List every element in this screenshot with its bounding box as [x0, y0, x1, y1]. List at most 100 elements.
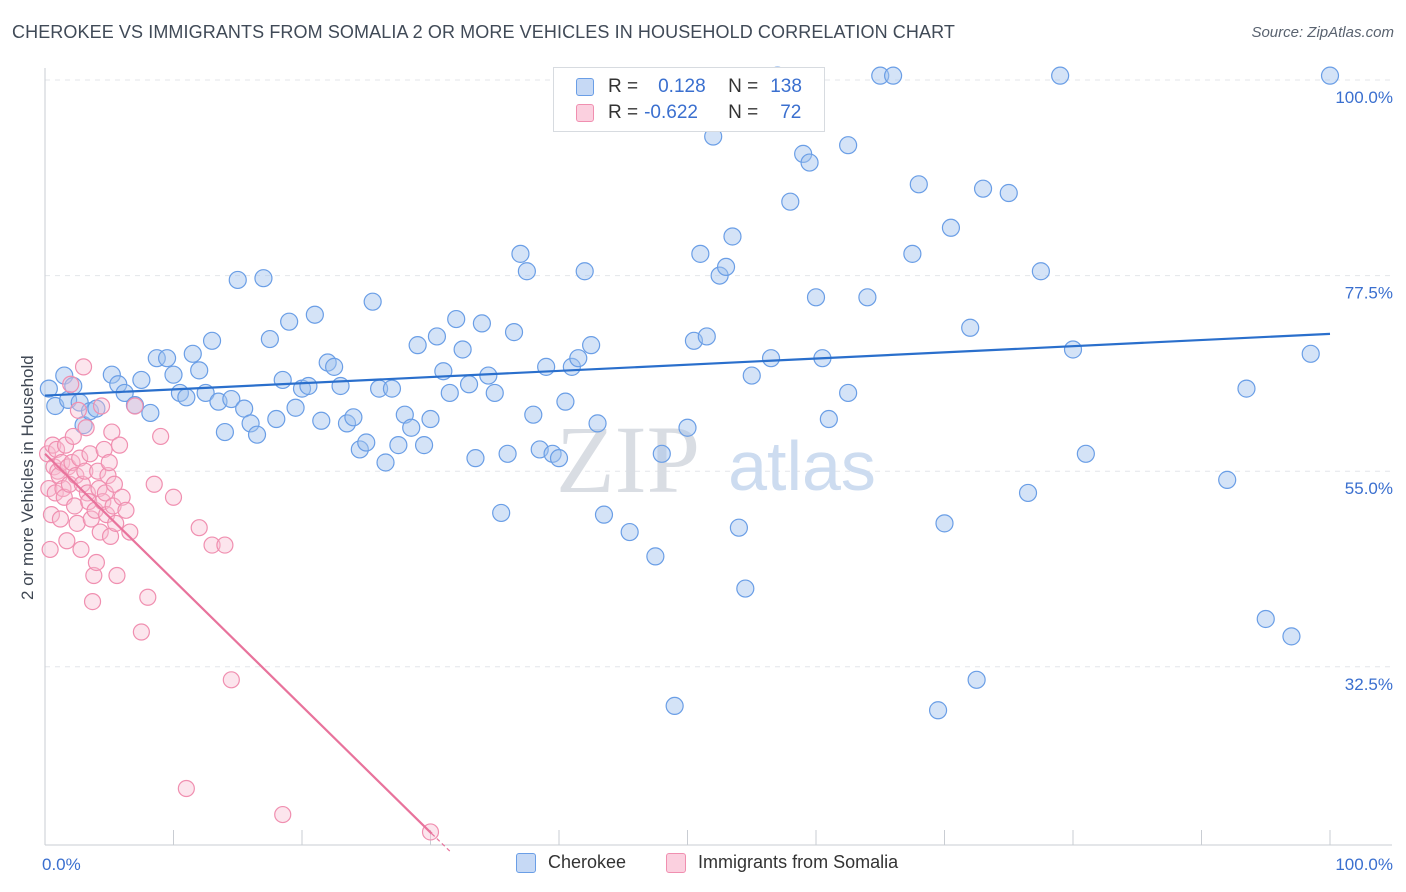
cherokee-point — [806, 288, 826, 307]
cherokee-point — [141, 403, 160, 423]
cherokee-point — [459, 375, 479, 394]
cherokee-point — [652, 444, 671, 463]
somalia-point — [203, 536, 221, 554]
somalia-point — [72, 540, 90, 559]
somalia-point — [62, 375, 80, 393]
grid-lines — [45, 79, 1392, 668]
cherokee-point — [967, 670, 986, 689]
cherokee-point — [267, 409, 286, 429]
cherokee-point — [999, 183, 1018, 203]
cherokee-point — [1076, 444, 1095, 463]
somalia-point — [85, 566, 103, 585]
somalia-point — [190, 519, 208, 537]
cherokee-point — [260, 329, 279, 349]
somalia-point — [80, 493, 98, 511]
cherokee-point — [102, 365, 121, 384]
somalia-point — [132, 623, 150, 641]
somalia-trend-extension — [431, 833, 451, 852]
cherokee-point — [247, 425, 267, 444]
n-label: N = — [728, 102, 759, 123]
somalia-point — [108, 566, 126, 585]
r-label: R = — [608, 76, 639, 97]
somalia-point — [92, 397, 111, 415]
cherokee-point — [472, 314, 491, 333]
r-value: -0.622 — [644, 102, 698, 123]
somalia-point — [41, 540, 59, 559]
cherokee-point — [761, 349, 781, 368]
somalia-point — [101, 527, 120, 545]
somalia-point — [73, 475, 91, 493]
cherokee-point — [883, 66, 903, 85]
somalia-point — [104, 497, 122, 515]
somalia-point — [121, 523, 139, 541]
cherokee-trend-line — [44, 332, 1331, 397]
somalia-point — [83, 592, 102, 611]
cherokee-point — [498, 444, 517, 463]
cherokee-point — [903, 244, 922, 263]
somalia-point — [87, 553, 106, 572]
tick-labels: 32.5% 55.0% 77.5% 100.0% 0.0% 100.0% — [42, 88, 1393, 874]
somalia-point — [222, 671, 240, 689]
cherokee-point — [935, 514, 954, 533]
cherokee-swatch — [576, 78, 594, 96]
cherokee-point — [819, 409, 838, 429]
cherokee-point — [575, 262, 594, 281]
cherokee-point — [190, 361, 209, 380]
somalia-point — [103, 423, 121, 441]
cherokee-point — [299, 376, 318, 396]
chart-title: CHEROKEE VS IMMIGRANTS FROM SOMALIA 2 OR… — [12, 22, 955, 42]
cherokee-point — [427, 327, 447, 346]
cherokee-point — [177, 388, 196, 407]
cherokee-point — [1218, 470, 1237, 489]
cherokee-point — [941, 218, 961, 237]
cherokee-point — [440, 383, 459, 403]
cherokee-point — [350, 440, 369, 459]
n-value: 138 — [770, 76, 802, 97]
somalia-point — [274, 805, 292, 824]
somalia-point — [164, 488, 183, 506]
cherokee-point — [280, 312, 299, 331]
cherokee-point — [504, 323, 524, 342]
cherokee-point — [1237, 379, 1256, 398]
correlation-legend: R = 0.128 N = 138 R = -0.622 N = 72 — [553, 67, 825, 132]
cherokee-point — [973, 179, 993, 198]
somalia-point — [69, 401, 88, 419]
cherokee-point — [357, 433, 376, 452]
cherokee-point — [723, 227, 742, 246]
cherokee-point — [961, 318, 980, 337]
somalia-point — [216, 536, 234, 554]
somalia-point — [58, 532, 76, 550]
cherokee-point — [202, 331, 222, 350]
somalia-point — [96, 484, 114, 502]
cherokee-point — [1301, 344, 1320, 363]
somalia-point — [110, 436, 129, 454]
cherokee-point — [1282, 627, 1301, 646]
cherokee-point — [839, 136, 858, 155]
somalia-swatch — [666, 852, 687, 873]
cherokee-point — [363, 292, 382, 311]
cherokee-swatch — [516, 852, 536, 873]
cherokee-point — [215, 422, 234, 442]
cherokee-point — [729, 518, 749, 537]
cherokee-point — [414, 436, 434, 455]
trend-lines — [44, 332, 1331, 852]
somalia-point — [100, 453, 118, 472]
y-tick-label: 77.5% — [1345, 284, 1393, 303]
cherokee-point — [678, 418, 697, 437]
cherokee-point — [569, 349, 588, 368]
y-tick-label: 100.0% — [1335, 88, 1393, 107]
cherokee-point — [1256, 609, 1275, 629]
n-value: 72 — [780, 102, 802, 123]
somalia-point — [145, 475, 163, 493]
series-legend: Cherokee Immigrants from Somalia — [516, 852, 938, 873]
cherokee-point — [524, 405, 543, 424]
cherokee-point — [492, 503, 511, 523]
cherokee-point — [408, 336, 427, 355]
somalia-point — [139, 588, 157, 606]
cherokee-point — [466, 449, 485, 468]
cherokee-point — [582, 336, 601, 355]
somalia-point — [89, 462, 107, 480]
cherokee-point — [691, 244, 710, 263]
n-label: N = — [728, 76, 759, 97]
cherokee-point — [382, 379, 402, 398]
